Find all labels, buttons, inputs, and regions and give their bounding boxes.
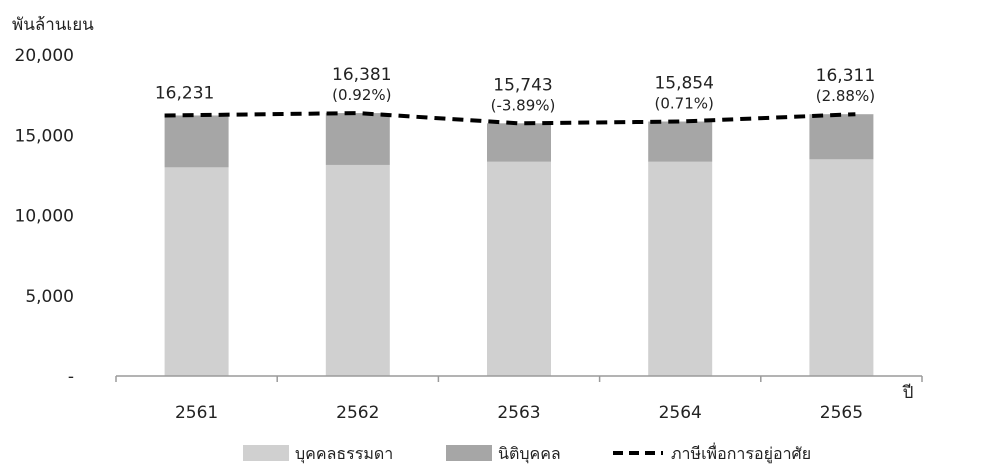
legend-label-0: บุคคลธรรมดา (295, 444, 393, 464)
growth-label-1: (0.92%) (332, 86, 391, 104)
bar-0-4 (809, 159, 874, 376)
y-tick-label-1: 5,000 (25, 287, 74, 307)
x-tick-label-1: 2562 (336, 403, 379, 423)
total-label-0: 16,231 (155, 83, 214, 103)
y-axis-ticks: - 5,000 10,000 15,000 20,000 (15, 46, 74, 387)
y-tick-label-0: - (68, 367, 74, 387)
y-axis-label: พันล้านเยน (12, 15, 94, 35)
y-tick-label-3: 15,000 (15, 126, 74, 146)
bar-1-3 (648, 121, 713, 162)
bars (164, 113, 874, 376)
bar-1-1 (325, 113, 390, 165)
bar-1-0 (164, 115, 229, 168)
total-label-3: 15,854 (654, 74, 713, 94)
legend-label-1: นิติบุคคล (498, 444, 561, 464)
legend-swatch-1 (446, 445, 492, 461)
growth-label-3: (0.71%) (655, 95, 714, 113)
y-tick-label-4: 20,000 (15, 46, 74, 66)
legend-swatch-0 (243, 445, 289, 461)
x-tick-label-0: 2561 (175, 403, 218, 423)
legend-label-2: ภาษีเพื่อการอยู่อาศัย (671, 442, 811, 464)
y-tick-label-2: 10,000 (15, 207, 74, 227)
growth-label-2: (-3.89%) (491, 96, 556, 114)
x-tick-label-4: 2565 (820, 403, 863, 423)
bar-1-2 (487, 123, 551, 162)
x-axis-label: ปี (902, 383, 914, 403)
x-tick-label-2: 2563 (497, 403, 540, 423)
bar-0-1 (325, 164, 390, 376)
total-label-4: 16,311 (816, 66, 875, 86)
x-tick-label-3: 2564 (659, 403, 702, 423)
bar-0-0 (164, 167, 229, 376)
total-label-2: 15,743 (493, 75, 552, 95)
x-axis-ticks: 2561 2562 2563 2564 2565 (115, 376, 923, 423)
trend-line (164, 111, 856, 126)
bar-0-2 (487, 161, 551, 376)
total-label-1: 16,381 (332, 65, 391, 85)
bar-0-3 (648, 161, 713, 376)
legend: บุคคลธรรมดา นิติบุคคล ภาษีเพื่อการอยู่อาศั… (243, 442, 811, 464)
bar-1-4 (809, 114, 874, 160)
growth-label-4: (2.88%) (816, 87, 875, 105)
